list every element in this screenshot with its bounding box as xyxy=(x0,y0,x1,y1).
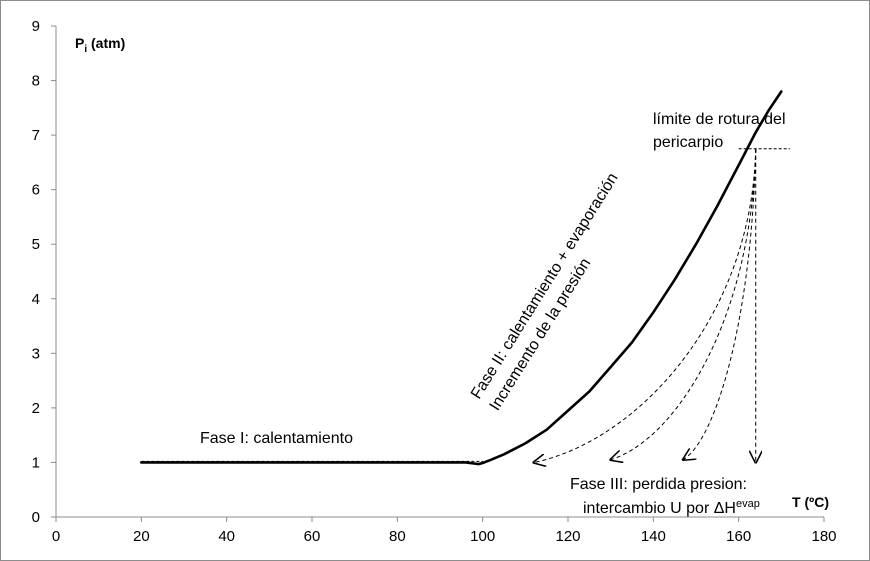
y-tick-label: 9 xyxy=(32,18,40,35)
dashed-arrow xyxy=(534,148,757,463)
x-tick-label: 0 xyxy=(52,528,60,545)
y-axis-label: Pi (atm) xyxy=(75,35,125,55)
annotation-fase-3-main: intercambio U por ΔH xyxy=(583,500,736,517)
annotation-fase-3-line-2: intercambio U por ΔHevap xyxy=(583,498,760,517)
x-tick-label: 80 xyxy=(389,528,406,545)
y-tick-label: 5 xyxy=(32,236,40,253)
annotation-fase-3-line-1: Fase III: perdida presion: xyxy=(570,476,747,493)
y-tick-label: 3 xyxy=(32,345,40,362)
x-tick-label: 120 xyxy=(555,528,580,545)
annotation-fase-2-line-1: Fase II: calentamiento + evaporación xyxy=(468,170,622,402)
y-tick-label: 8 xyxy=(32,73,40,90)
x-axis-label: T (ºC) xyxy=(792,494,829,510)
dashed-arrow xyxy=(683,148,757,460)
x-tick-label: 140 xyxy=(641,528,666,545)
y-axis-label-main: P xyxy=(75,35,84,51)
x-tick-label: 180 xyxy=(811,528,836,545)
x-tick-label: 100 xyxy=(470,528,495,545)
y-tick-label: 6 xyxy=(32,182,40,199)
y-axis-label-rest: (atm) xyxy=(87,35,125,51)
axes-layer xyxy=(51,25,825,522)
pressure-curve xyxy=(140,90,783,466)
annotation-fase-3-superscript: evap xyxy=(736,498,760,510)
line-layer xyxy=(140,90,783,466)
x-tick-label: 40 xyxy=(218,528,235,545)
y-tick-label: 2 xyxy=(32,400,40,417)
annotation-fase-2: Fase II: calentamiento + evaporación Inc… xyxy=(468,170,622,414)
x-tick-label: 20 xyxy=(133,528,150,545)
ticks-layer: 0 1 2 3 4 5 6 7 8 9 0 20 40 60 80 100 120 140 160 180 xyxy=(32,18,837,545)
x-tick-label: 160 xyxy=(726,528,751,545)
annotation-limite-line-1: límite de rotura del xyxy=(653,111,786,128)
annotation-limite-line-2: pericarpio xyxy=(653,134,723,151)
y-tick-label: 0 xyxy=(32,509,40,526)
x-tick-label: 60 xyxy=(304,528,321,545)
y-tick-label: 7 xyxy=(32,127,40,144)
annotation-fase-1: Fase I: calentamiento xyxy=(200,430,353,447)
dashed-arrow xyxy=(611,148,757,460)
dash-layer xyxy=(141,148,790,463)
y-tick-label: 4 xyxy=(32,291,40,308)
y-tick-label: 1 xyxy=(32,454,40,471)
y-axis-label-subscript: i xyxy=(84,44,87,55)
